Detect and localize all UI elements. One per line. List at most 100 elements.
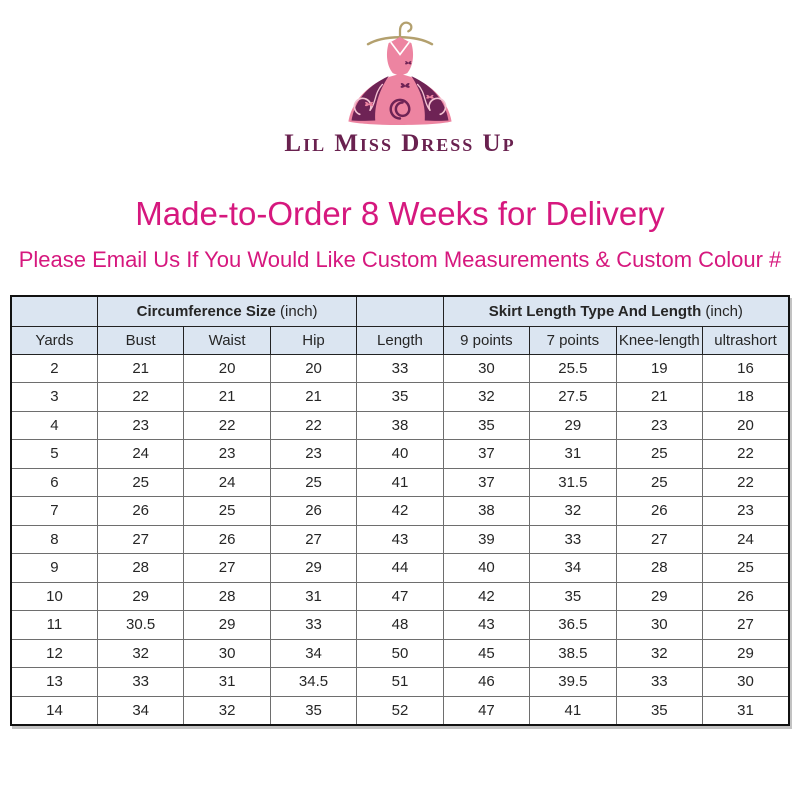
group-header-circumference: Circumference Size (inch) xyxy=(96,295,358,327)
size-cell: 39.5 xyxy=(529,667,617,697)
table-row: 7 26 25 26 42 38 32 26 23 xyxy=(10,496,790,526)
size-cell: 20 xyxy=(702,410,790,440)
butterfly-icon xyxy=(364,101,374,107)
table-row: 12 32 30 34 50 45 38.5 32 29 xyxy=(10,638,790,668)
size-cell: 40 xyxy=(356,439,444,469)
size-cell: 22 xyxy=(183,410,271,440)
dress-on-hanger-icon xyxy=(348,21,452,126)
size-cell: 23 xyxy=(183,439,271,469)
size-cell: 50 xyxy=(356,638,444,668)
size-cell: 48 xyxy=(356,610,444,640)
size-cell: 28 xyxy=(183,581,271,611)
size-cell: 23 xyxy=(269,439,358,469)
table-body: 2 21 20 20 33 30 25.5 19 16 3 22 21 21 35 32 27.5 21 18 4 2… xyxy=(10,353,790,725)
size-cell: 33 xyxy=(615,667,704,697)
size-cell: 32 xyxy=(96,638,185,668)
size-cell: 25 xyxy=(615,467,704,497)
center-swirl xyxy=(389,98,411,120)
size-cell: 23 xyxy=(96,410,185,440)
size-cell: 32 xyxy=(442,382,531,412)
table-row: 10 29 28 31 47 42 35 29 26 xyxy=(10,581,790,611)
size-cell: 27 xyxy=(96,524,185,554)
size-cell: 42 xyxy=(442,581,531,611)
size-cell: 25 xyxy=(702,553,790,583)
size-cell: 18 xyxy=(702,382,790,412)
size-cell: 35 xyxy=(615,695,704,725)
size-cell: 26 xyxy=(702,581,790,611)
size-cell: 26 xyxy=(269,496,358,526)
brand-name: Lil Miss Dress Up xyxy=(284,130,516,157)
table-row: 13 33 31 34.5 51 46 39.5 33 30 xyxy=(10,667,790,697)
size-cell: 3 xyxy=(10,382,98,412)
size-cell: 30 xyxy=(183,638,271,668)
group-header-skirt-length: Skirt Length Type And Length (inch) xyxy=(442,295,790,327)
page-subtitle: Please Email Us If You Would Like Custom… xyxy=(18,247,782,272)
blank-cell-above-length xyxy=(356,295,444,327)
size-cell: 27 xyxy=(702,610,790,640)
size-cell: 32 xyxy=(615,638,704,668)
size-cell: 41 xyxy=(356,467,444,497)
size-cell: 4 xyxy=(10,410,98,440)
size-cell: 30.5 xyxy=(96,610,185,640)
size-cell: 25 xyxy=(615,439,704,469)
size-cell: 13 xyxy=(10,667,98,697)
size-cell: 24 xyxy=(183,467,271,497)
size-cell: 35 xyxy=(529,581,617,611)
size-cell: 8 xyxy=(10,524,98,554)
size-cell: 10 xyxy=(10,581,98,611)
size-cell: 27 xyxy=(269,524,358,554)
size-chart-page: Lil Miss Dress Up Made-to-Order 8 Weeks … xyxy=(10,21,790,726)
butterfly-icon xyxy=(405,61,412,65)
size-cell: 11 xyxy=(10,610,98,640)
right-swirl xyxy=(428,97,447,116)
left-tendril xyxy=(369,83,384,111)
size-cell: 20 xyxy=(183,353,271,383)
size-cell: 44 xyxy=(356,553,444,583)
size-cell: 29 xyxy=(615,581,704,611)
size-cell: 2 xyxy=(10,353,98,383)
column-header: Knee-length xyxy=(615,325,704,355)
size-cell: 12 xyxy=(10,638,98,668)
column-header: Bust xyxy=(96,325,185,355)
size-cell: 33 xyxy=(269,610,358,640)
size-cell: 52 xyxy=(356,695,444,725)
size-cell: 47 xyxy=(442,695,531,725)
size-cell: 28 xyxy=(615,553,704,583)
table-row: 5 24 23 23 40 37 31 25 22 xyxy=(10,439,790,469)
size-chart-table: Circumference Size (inch) Skirt Length Ty… xyxy=(10,295,790,726)
column-header: Length xyxy=(356,325,444,355)
size-cell: 31 xyxy=(183,667,271,697)
size-cell: 38 xyxy=(356,410,444,440)
size-cell: 7 xyxy=(10,496,98,526)
size-cell: 42 xyxy=(356,496,444,526)
table-row: 11 30.5 29 33 48 43 36.5 30 27 xyxy=(10,610,790,640)
size-cell: 21 xyxy=(269,382,358,412)
size-cell: 25.5 xyxy=(529,353,617,383)
size-cell: 45 xyxy=(442,638,531,668)
size-cell: 31 xyxy=(269,581,358,611)
size-cell: 9 xyxy=(10,553,98,583)
size-cell: 27 xyxy=(615,524,704,554)
size-cell: 43 xyxy=(442,610,531,640)
size-cell: 31 xyxy=(529,439,617,469)
size-cell: 21 xyxy=(183,382,271,412)
table-row: 8 27 26 27 43 39 33 27 24 xyxy=(10,524,790,554)
column-header: ultrashort xyxy=(702,325,790,355)
neckline xyxy=(390,41,410,56)
table-row: 2 21 20 20 33 30 25.5 19 16 xyxy=(10,353,790,383)
size-cell: 27.5 xyxy=(529,382,617,412)
size-cell: 40 xyxy=(442,553,531,583)
size-cell: 33 xyxy=(96,667,185,697)
size-cell: 19 xyxy=(615,353,704,383)
size-cell: 34 xyxy=(269,638,358,668)
size-cell: 33 xyxy=(356,353,444,383)
size-cell: 34 xyxy=(529,553,617,583)
column-header: Yards xyxy=(10,325,98,355)
table-row: 14 34 32 35 52 47 41 35 31 xyxy=(10,695,790,725)
butterfly-icon xyxy=(426,94,434,99)
corner-blank-cell xyxy=(10,295,98,327)
size-cell: 35 xyxy=(356,382,444,412)
size-cell: 26 xyxy=(96,496,185,526)
size-cell: 26 xyxy=(615,496,704,526)
hanger-hook xyxy=(398,21,413,41)
